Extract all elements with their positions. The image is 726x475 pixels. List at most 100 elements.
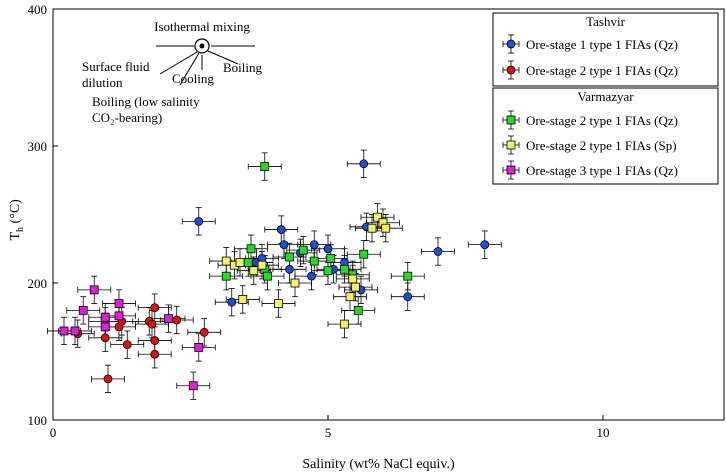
legend-label: Ore-stage 2 type 1 FIAs (Qz) xyxy=(526,63,678,78)
legend: Tashvir Ore-stage 1 type 1 FIAs (Qz) Ore-s… xyxy=(492,12,719,185)
annotation-boiling-low-line1: Boiling (low salinity xyxy=(92,94,200,109)
data-point-series-1 xyxy=(359,159,369,169)
data-point-series-4 xyxy=(290,278,300,288)
data-point-series-3 xyxy=(403,271,413,281)
data-point-series-2 xyxy=(122,340,132,350)
legend-group-title: Tashvir xyxy=(586,14,625,29)
legend-marker-series-3 xyxy=(506,115,516,125)
error-bars xyxy=(47,149,502,400)
data-point-series-5 xyxy=(164,314,173,324)
x-tick-label: 10 xyxy=(597,425,610,440)
annotation-boiling-label: Boiling xyxy=(223,60,263,75)
data-point-series-2 xyxy=(103,374,113,384)
data-point-series-4 xyxy=(221,256,231,266)
annotation-surface-line1: Surface fluid xyxy=(82,59,150,74)
legend-label: Ore-stage 3 type 1 FIAs (Qz) xyxy=(526,163,678,178)
plot-frame xyxy=(52,8,725,421)
data-point-series-1 xyxy=(279,240,289,250)
data-point-series-4 xyxy=(257,260,267,270)
legend-group-title: Varmazyar xyxy=(577,89,634,104)
process-annotation: Isothermal mixing Surface fluid dilution… xyxy=(82,19,263,125)
legend-box xyxy=(492,87,719,185)
data-point-series-1 xyxy=(307,271,316,281)
data-point-series-1 xyxy=(276,225,286,234)
data-point-series-4 xyxy=(351,282,360,292)
legend-marker-series-1 xyxy=(506,39,516,49)
data-point-series-2 xyxy=(199,327,209,337)
legend-swatch xyxy=(502,110,520,130)
legend-label: Ore-stage 2 type 1 FIAs (Sp) xyxy=(526,138,677,153)
data-point-series-3 xyxy=(353,305,363,315)
data-point-series-5 xyxy=(70,326,80,336)
data-point-series-5 xyxy=(100,312,110,322)
legend-label: Ore-stage 2 type 1 FIAs (Qz) xyxy=(526,113,678,128)
data-point-series-1 xyxy=(403,292,413,302)
data-point-series-1 xyxy=(285,264,294,274)
data-point-series-4 xyxy=(249,266,259,276)
data-point-series-4 xyxy=(274,299,283,308)
x-tick-label: 5 xyxy=(325,425,332,440)
x-tick-label: 0 xyxy=(50,425,57,440)
data-point-series-5 xyxy=(59,326,69,336)
data-point-series-2 xyxy=(150,303,160,313)
data-point-series-3 xyxy=(246,244,256,254)
legend-marker-series-5 xyxy=(506,165,516,175)
annotation-surface-line2: dilution xyxy=(82,75,123,90)
data-point-series-5 xyxy=(89,285,99,295)
data-point-series-1 xyxy=(194,216,204,226)
legend-label: Ore-stage 1 type 1 FIAs (Qz) xyxy=(526,37,678,52)
data-point-series-5 xyxy=(114,299,124,308)
data-point-series-4 xyxy=(367,223,377,233)
y-tick-label: 400 xyxy=(28,2,48,17)
data-point-series-4 xyxy=(345,292,355,302)
data-point-series-3 xyxy=(326,253,336,263)
data-point-series-1 xyxy=(227,297,237,307)
y-tick-label: 100 xyxy=(28,413,48,428)
y-tick-label: 300 xyxy=(28,139,48,154)
x-axis-title: Salinity (wt% NaCl equiv.) xyxy=(302,457,455,472)
data-point-series-2 xyxy=(100,333,110,343)
legend-marker-series-4 xyxy=(506,140,516,150)
arrow-boiling-low xyxy=(179,52,200,86)
data-point-series-4 xyxy=(340,319,349,329)
annotation-boiling-low-line2: CO₂-bearing) xyxy=(92,110,162,125)
data-point-series-5 xyxy=(114,311,124,321)
data-point-series-4 xyxy=(373,212,382,222)
data-point-series-2 xyxy=(150,336,160,345)
data-point-series-4 xyxy=(235,258,245,267)
data-point-series-1 xyxy=(480,240,490,250)
arrow-surface-dilution xyxy=(159,51,198,75)
legend-swatch xyxy=(502,135,520,155)
data-point-series-1 xyxy=(309,240,319,250)
data-point-series-3 xyxy=(285,252,294,262)
origin-circle-inner xyxy=(199,43,205,49)
data-point-series-4 xyxy=(381,223,391,233)
data-point-series-3 xyxy=(260,162,270,171)
plot-border xyxy=(52,8,725,421)
arrow-boiling xyxy=(207,50,239,65)
y-axis-title: Th (°C) xyxy=(8,199,26,241)
annotation-isothermal-label: Isothermal mixing xyxy=(154,19,250,34)
legend-swatch xyxy=(502,60,520,80)
data-point-series-2 xyxy=(147,319,157,329)
data-point-series-3 xyxy=(221,271,231,281)
data-point-series-3 xyxy=(243,258,253,267)
data-point-series-2 xyxy=(150,349,160,359)
data-point-series-5 xyxy=(100,322,110,332)
data-point-series-2 xyxy=(172,315,182,325)
data-point-series-3 xyxy=(359,249,369,259)
data-point-series-3 xyxy=(340,264,349,274)
axis-labels: 0 5 10 100 200 300 400 Salinity (wt% NaCl equiv… xyxy=(8,2,610,472)
annotation-cooling-label: Cooling xyxy=(172,71,214,86)
data-points xyxy=(59,159,490,391)
legend-swatch xyxy=(502,34,520,54)
data-point-series-3 xyxy=(263,271,272,281)
data-point-series-5 xyxy=(78,305,88,315)
legend-box xyxy=(492,12,719,87)
data-point-series-1 xyxy=(323,244,333,254)
data-point-series-1 xyxy=(433,247,443,256)
legend-marker-series-2 xyxy=(506,65,516,75)
data-point-series-3 xyxy=(323,266,333,276)
data-point-series-5 xyxy=(188,381,198,391)
